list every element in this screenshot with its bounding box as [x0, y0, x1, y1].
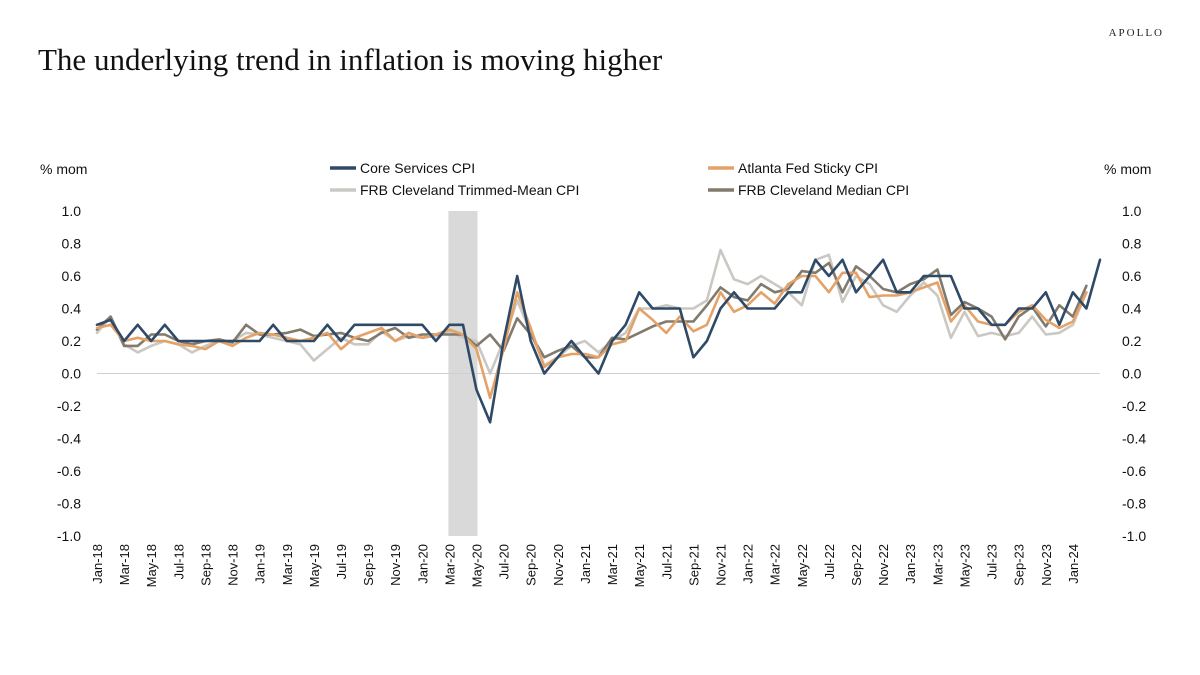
y-axis-label-right: % mom [1104, 161, 1151, 177]
y-tick-label-left: 0.4 [62, 301, 82, 317]
y-tick-label-right: -0.6 [1122, 463, 1146, 479]
y-tick-label-left: 0.8 [62, 236, 82, 252]
x-tick-label: Sep-22 [849, 544, 864, 586]
x-tick-label: Jan-20 [415, 544, 430, 584]
y-tick-label-left: -0.4 [57, 431, 81, 447]
x-tick-label: Mar-20 [442, 544, 457, 585]
y-tick-label-left: 1.0 [62, 203, 82, 219]
y-tick-label-right: 0.8 [1122, 236, 1142, 252]
brand-logo: APOLLO [1108, 27, 1164, 39]
x-tick-label: Nov-21 [713, 544, 728, 586]
x-tick-label: Nov-18 [226, 544, 241, 586]
legend-label-atlanta-fed-sticky-cpi: Atlanta Fed Sticky CPI [738, 160, 878, 176]
y-tick-label-left: 0.6 [62, 268, 82, 284]
axes-layer: % mom % mom 1.0 1.0 0.8 0.8 0.6 0.6 0.4 0.4 0.2 0.2… [40, 161, 1151, 587]
x-tick-label: Jan-21 [578, 544, 593, 584]
y-tick-label-right: -0.2 [1122, 398, 1146, 414]
y-tick-label-left: -0.2 [57, 398, 81, 414]
x-tick-label: Jul-18 [171, 544, 186, 579]
y-tick-label-left: 0.0 [62, 366, 82, 382]
x-tick-label: Sep-19 [361, 544, 376, 586]
series-layer [95, 248, 1102, 424]
legend-label-frb-cleveland-trimmed-mean-cpi: FRB Cleveland Trimmed-Mean CPI [360, 182, 579, 198]
legend: Core Services CPI Atlanta Fed Sticky CPI F… [330, 160, 909, 198]
x-tick-label: Sep-23 [1012, 544, 1027, 586]
x-tick-label: Jul-20 [497, 544, 512, 579]
x-tick-label: Jan-18 [90, 544, 105, 584]
y-tick-label-right: 0.2 [1122, 333, 1142, 349]
y-tick-label-left: -1.0 [57, 528, 81, 544]
y-tick-label-left: 0.2 [62, 333, 82, 349]
y-tick-label-left: -0.6 [57, 463, 81, 479]
x-tick-label: Mar-21 [605, 544, 620, 585]
y-tick-label-right: -0.4 [1122, 431, 1146, 447]
y-axis-label-left: % mom [40, 161, 87, 177]
x-tick-label: Mar-23 [930, 544, 945, 585]
x-tick-label: May-18 [144, 544, 159, 587]
x-tick-label: Jan-19 [253, 544, 268, 584]
x-tick-label: Sep-20 [524, 544, 539, 586]
x-tick-label: May-22 [795, 544, 810, 587]
legend-label-core-services-cpi: Core Services CPI [360, 160, 475, 176]
series-line-core-services-cpi [95, 258, 1102, 424]
x-tick-label: Jan-22 [741, 544, 756, 584]
x-tick-label: Mar-22 [768, 544, 783, 585]
y-tick-label-right: 0.6 [1122, 268, 1142, 284]
x-tick-label: Jul-23 [985, 544, 1000, 579]
x-tick-label: May-21 [632, 544, 647, 587]
y-tick-label-right: 0.4 [1122, 301, 1142, 317]
y-tick-label-right: -1.0 [1122, 528, 1146, 544]
x-tick-label: Mar-18 [117, 544, 132, 585]
y-tick-label-right: -0.8 [1122, 496, 1146, 512]
x-tick-label: Nov-20 [551, 544, 566, 586]
page-title: The underlying trend in inflation is mov… [38, 42, 663, 77]
x-tick-label: Jul-21 [659, 544, 674, 579]
x-tick-label: Nov-23 [1039, 544, 1054, 586]
x-tick-label: Jan-24 [1066, 544, 1081, 584]
x-tick-label: Mar-19 [280, 544, 295, 585]
y-tick-label-right: 1.0 [1122, 203, 1142, 219]
y-tick-label-left: -0.8 [57, 496, 81, 512]
legend-label-frb-cleveland-median-cpi: FRB Cleveland Median CPI [738, 182, 909, 198]
x-tick-label: Sep-18 [198, 544, 213, 586]
x-tick-label: Jul-22 [822, 544, 837, 579]
x-tick-label: Sep-21 [686, 544, 701, 586]
x-tick-label: May-19 [307, 544, 322, 587]
x-tick-label: May-20 [470, 544, 485, 587]
x-tick-label: Nov-19 [388, 544, 403, 586]
y-tick-label-right: 0.0 [1122, 366, 1142, 382]
x-tick-label: May-23 [957, 544, 972, 587]
series-line-atlanta-fed-sticky-cpi [95, 271, 1088, 400]
x-tick-label: Jan-23 [903, 544, 918, 584]
x-tick-label: Jul-19 [334, 544, 349, 579]
x-tick-label: Nov-22 [876, 544, 891, 586]
